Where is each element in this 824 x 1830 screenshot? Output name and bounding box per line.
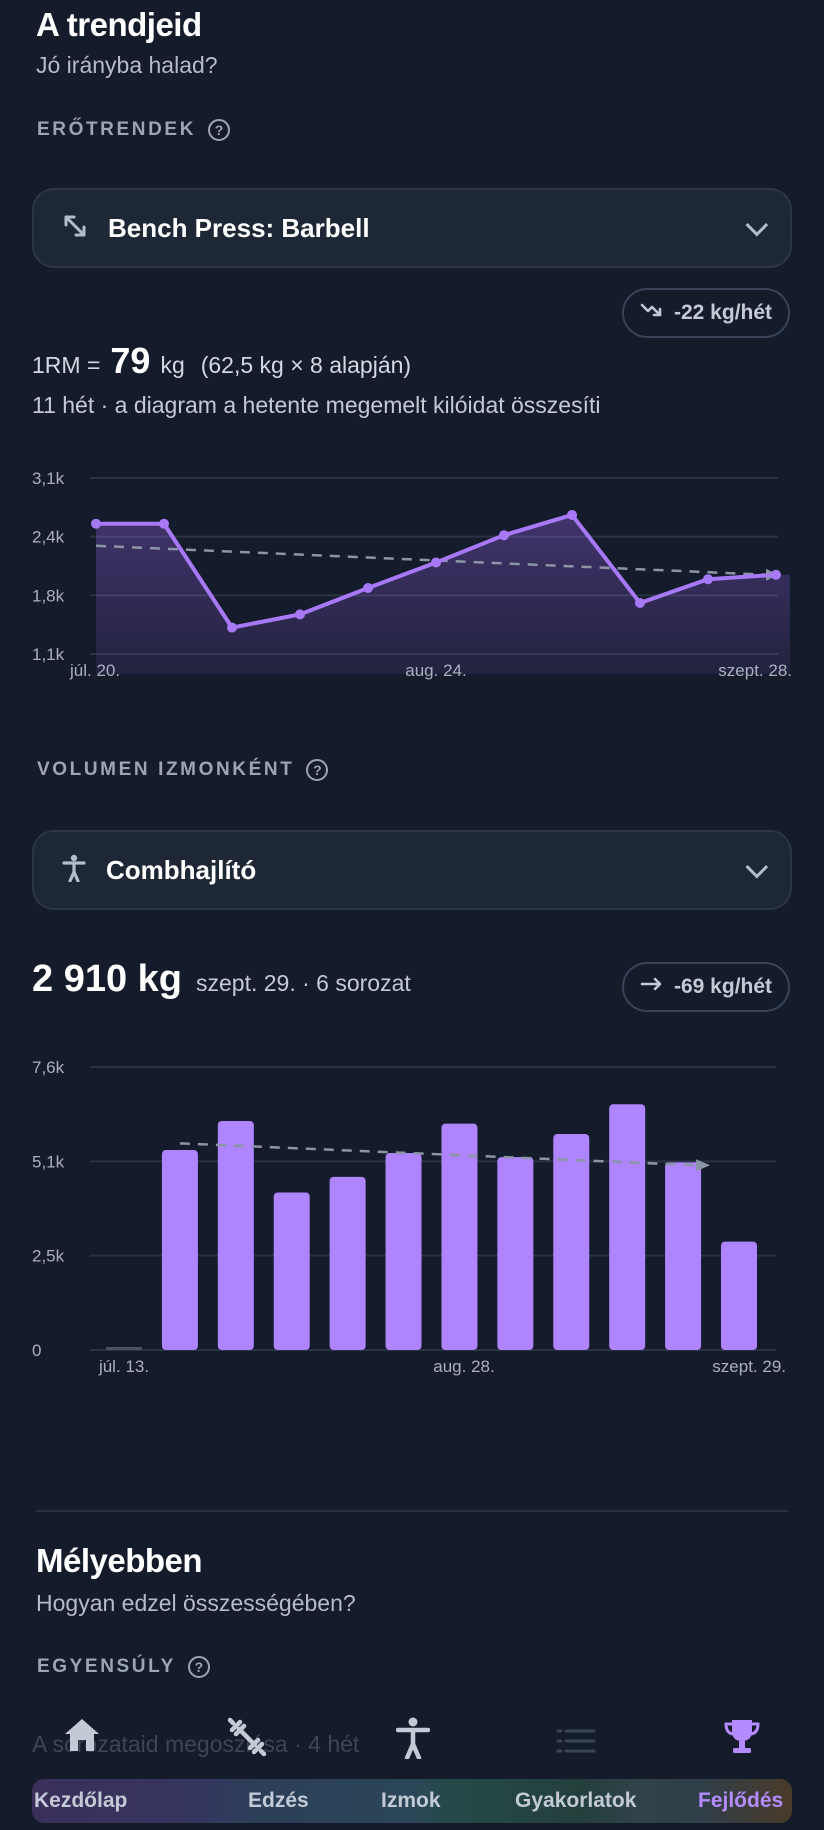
exercise-select[interactable]: Bench Press: Barbell: [32, 188, 792, 268]
page-subtitle: Jó irányba halad?: [36, 52, 218, 78]
list-icon[interactable]: [556, 1728, 596, 1759]
help-icon[interactable]: ?: [208, 119, 231, 141]
x-tick-label: aug. 24.: [405, 661, 466, 680]
data-point: [567, 509, 577, 520]
data-point: [431, 557, 441, 568]
volume-detail: szept. 29. · 6 sorozat: [196, 970, 411, 996]
bottom-nav: Kezdőlap Edzés Izmok Gyakorlatok Fejlődé…: [32, 1779, 792, 1823]
y-tick-label: 2,5k: [32, 1247, 65, 1266]
data-point: [91, 518, 101, 529]
onerm-prefix: 1RM =: [32, 352, 101, 378]
bar: [217, 1120, 254, 1350]
muscle-select[interactable]: Combhajlító: [32, 830, 792, 910]
onerm-unit: kg: [160, 352, 185, 378]
deeper-title: Mélyebben: [36, 1542, 203, 1579]
expand-arrows-icon: [62, 213, 88, 244]
muscle-select-label: Combhajlító: [106, 854, 257, 885]
bar: [721, 1241, 757, 1350]
x-tick-label: júl. 20.: [69, 661, 120, 680]
data-point: [703, 574, 713, 585]
strength-trend-badge: -22 kg/hét: [622, 288, 791, 338]
y-tick-label: 1,1k: [32, 645, 65, 664]
y-tick-label: 5,1k: [32, 1152, 65, 1171]
bar: [553, 1134, 590, 1350]
balance-section-label: EGYENSÚLY ?: [37, 1656, 210, 1678]
trophy-icon[interactable]: [723, 1717, 761, 1762]
arrow-right-icon: [640, 975, 664, 999]
volume-bar-chart: 0 2,5k 5,1k 7,6k júl. 13. aug. 28. szept. 29.: [32, 1058, 786, 1376]
home-icon[interactable]: [63, 1717, 101, 1758]
nav-item-home[interactable]: Kezdőlap: [34, 1789, 128, 1812]
trend-line: [179, 1142, 699, 1167]
section-divider: [36, 1510, 788, 1512]
strength-section-label: ERŐTRENDEK ?: [37, 119, 231, 141]
x-tick-label: aug. 28.: [433, 1357, 494, 1376]
y-tick-label: 1,8k: [32, 586, 65, 605]
data-point: [227, 622, 237, 633]
volume-trend-value: -69 kg/hét: [674, 975, 773, 998]
help-icon[interactable]: ?: [306, 759, 329, 781]
y-tick-label: 2,4k: [32, 528, 65, 547]
bar: [106, 1347, 142, 1350]
x-tick-label: szept. 29.: [712, 1357, 786, 1376]
chevron-down-icon: [745, 213, 769, 237]
nav-item-exercises[interactable]: Gyakorlatok: [515, 1789, 637, 1812]
volume-section-label: VOLUMEN IZMONKÉNT ?: [37, 759, 329, 781]
strength-line-chart: 1,1k 1,8k 2,4k 3,1k júl. 20. aug. 24. szept. 2…: [32, 469, 792, 680]
deeper-subtitle: Hogyan edzel összességében?: [36, 1590, 356, 1616]
bar: [329, 1176, 366, 1350]
trending-down-icon: [640, 301, 664, 325]
bar: [665, 1162, 702, 1350]
data-point: [635, 597, 645, 608]
volume-trend-badge: -69 kg/hét: [622, 962, 791, 1012]
strength-note: 11 hét · a diagram a hetente megemelt ki…: [32, 392, 601, 418]
strength-trend-value: -22 kg/hét: [674, 301, 773, 324]
exercise-select-label: Bench Press: Barbell: [108, 212, 370, 243]
nav-item-muscles[interactable]: Izmok: [381, 1789, 441, 1812]
bar: [273, 1192, 310, 1350]
line-area: [96, 514, 790, 674]
bar: [161, 1150, 198, 1350]
onerm-line: 1RM = 79 kg (62,5 kg × 8 alapján): [32, 340, 411, 382]
x-tick-label: júl. 13.: [98, 1357, 149, 1376]
strength-section-title: ERŐTRENDEK: [37, 119, 197, 140]
volume-total: 2 910 kg: [32, 958, 182, 1000]
data-point: [159, 518, 169, 529]
y-tick-label: 7,6k: [32, 1058, 65, 1077]
help-icon[interactable]: ?: [187, 1656, 210, 1678]
person-icon: [62, 854, 86, 887]
dumbbell-icon[interactable]: [227, 1717, 267, 1762]
bar: [385, 1153, 422, 1350]
person-icon[interactable]: [395, 1717, 431, 1764]
onerm-value: 79: [110, 340, 151, 381]
data-point: [363, 583, 373, 593]
trend-line: [95, 544, 769, 577]
bar: [609, 1104, 646, 1350]
balance-section-title: EGYENSÚLY: [37, 1656, 176, 1677]
chevron-down-icon: [745, 855, 769, 879]
volume-section-title: VOLUMEN IZMONKÉNT: [37, 759, 295, 780]
bar: [441, 1123, 478, 1350]
onerm-basis: (62,5 kg × 8 alapján): [200, 352, 412, 378]
nav-item-workout[interactable]: Edzés: [248, 1789, 309, 1812]
trend-arrow: [696, 1159, 711, 1172]
data-point: [771, 569, 781, 580]
nav-item-progress[interactable]: Fejlődés: [698, 1789, 784, 1812]
page-title: A trendjeid: [36, 6, 202, 43]
y-tick-label: 0: [32, 1341, 41, 1360]
bar: [497, 1157, 534, 1350]
y-tick-label: 3,1k: [32, 469, 65, 488]
volume-summary: 2 910 kg szept. 29. · 6 sorozat: [32, 958, 411, 1001]
x-tick-label: szept. 28.: [718, 661, 792, 680]
data-point: [499, 530, 509, 541]
data-point: [295, 609, 305, 620]
